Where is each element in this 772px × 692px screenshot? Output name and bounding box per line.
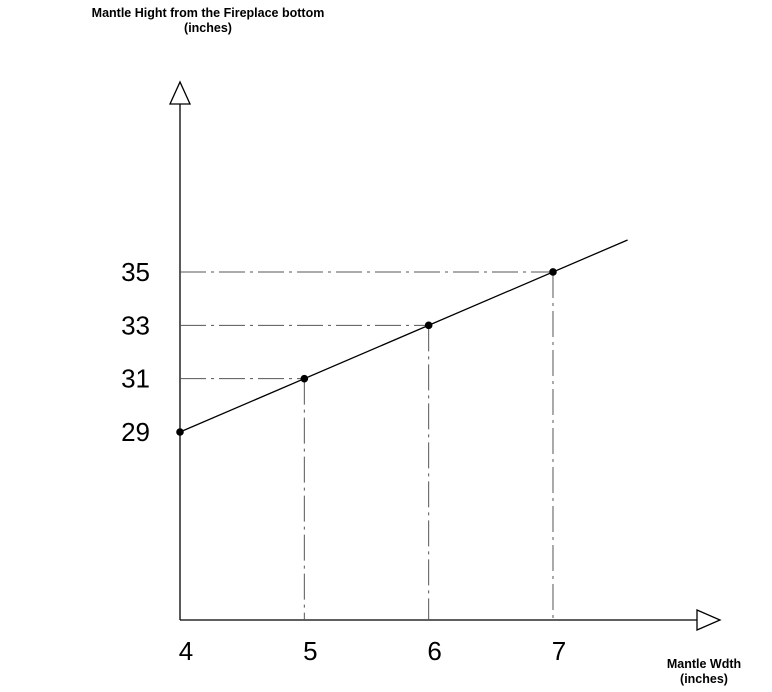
y-tick-label-1: 31	[121, 364, 150, 394]
x-axis-label: Mantle Wdth	[666, 657, 742, 671]
y-axis-unit: (inches)	[184, 21, 232, 35]
x-axis-unit: (inches)	[680, 672, 728, 686]
x-axis-arrow	[696, 609, 722, 631]
y-axis-arrow	[168, 80, 192, 105]
data-point-3	[549, 268, 557, 276]
data-point-0	[176, 428, 184, 436]
series-line	[179, 239, 628, 433]
y-axis-title: Mantle Hight from the Fireplace bottom (…	[8, 6, 408, 36]
x-axis-title: Mantle Wdth (inches)	[636, 657, 772, 687]
y-axis-label: Mantle Hight from the Fireplace bottom	[91, 6, 325, 20]
y-tick-label-2: 33	[121, 310, 150, 340]
x-tick-label-1: 5	[303, 636, 317, 666]
data-point-1	[300, 374, 309, 383]
y-tick-label-0: 29	[121, 417, 150, 447]
data-point-2	[424, 321, 433, 330]
y-tick-label-3: 35	[121, 257, 150, 287]
x-tick-label-3: 7	[552, 636, 566, 666]
x-tick-label-2: 6	[427, 636, 441, 666]
x-tick-label-0: 4	[179, 636, 193, 666]
